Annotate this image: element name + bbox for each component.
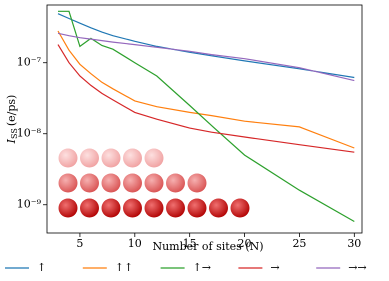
legend-label: ↑	[37, 261, 46, 274]
y-tick-label: 10⁻⁸	[17, 127, 42, 140]
legend-label: →→	[348, 261, 366, 274]
y-axis-label: ISS(e/ps)	[5, 95, 19, 145]
y-tick-label: 10⁻⁹	[17, 198, 42, 211]
sphere	[101, 198, 121, 218]
x-tick-label: 30	[347, 237, 361, 250]
sphere-illustration	[58, 148, 250, 218]
series-line	[58, 10, 355, 223]
sphere	[101, 173, 121, 193]
sphere	[166, 173, 185, 193]
sphere	[123, 148, 142, 168]
x-tick-label: 10	[128, 237, 142, 250]
series-line	[57, 32, 355, 82]
y-label-unit: (e/ps)	[5, 95, 18, 127]
y-tick-label: 10⁻⁷	[17, 56, 42, 69]
series-line	[57, 44, 355, 153]
sphere	[58, 148, 78, 168]
series-line	[57, 30, 355, 149]
series-line	[57, 13, 355, 79]
sphere	[101, 148, 121, 168]
x-tick-label: 25	[292, 237, 306, 250]
y-label-sub: SS	[10, 128, 19, 139]
sphere	[144, 198, 164, 218]
sphere	[80, 148, 99, 168]
x-tick-label: 15	[183, 237, 197, 250]
plot-frame	[46, 4, 363, 234]
x-tick-label: 20	[238, 237, 252, 250]
sphere	[80, 198, 99, 218]
sphere	[144, 148, 164, 168]
sphere	[166, 198, 185, 218]
sphere	[144, 173, 164, 193]
legend-label: ↑↑	[115, 261, 133, 274]
legend-label: →	[270, 261, 279, 274]
sphere	[187, 198, 207, 218]
sphere	[187, 173, 207, 193]
y-label-main: I	[5, 138, 18, 144]
sphere	[123, 198, 142, 218]
x-tick-label: 5	[76, 237, 83, 250]
sphere	[230, 198, 250, 218]
sphere	[58, 173, 78, 193]
legend-label: ↑→	[193, 261, 211, 274]
sphere	[80, 173, 99, 193]
sphere	[209, 198, 228, 218]
x-axis-label: Number of sites (N)	[152, 240, 263, 253]
sphere	[58, 198, 78, 218]
sphere	[123, 173, 142, 193]
